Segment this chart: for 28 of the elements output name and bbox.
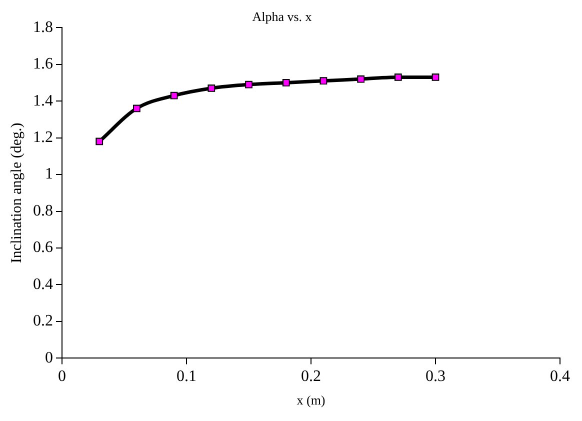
point [394, 74, 402, 81]
y-tick-label: 0.2 [33, 312, 53, 330]
point [133, 104, 140, 112]
x-tick-label: 0.4 [550, 368, 570, 386]
x-tick-label: 0 [58, 368, 66, 386]
point [245, 80, 252, 88]
y-tick-label: 1.6 [33, 56, 53, 73]
y-tick-label: 1.8 [33, 18, 53, 36]
point [170, 92, 178, 100]
point [96, 138, 104, 146]
y-tick-label: 0.8 [33, 202, 53, 220]
y-tick-label: 1.4 [33, 92, 53, 110]
x-tick-label: 0.3 [426, 368, 446, 386]
x-tick-label: 0.1 [176, 368, 196, 386]
x-axis-title: x (m) [296, 392, 326, 408]
y-tick-label: 1.2 [33, 129, 53, 146]
y-tick-label: 0.6 [33, 239, 53, 256]
point [357, 75, 364, 83]
point [282, 79, 290, 86]
y-axis-title: Inclination angle (deg.) [8, 122, 25, 264]
point [432, 74, 440, 81]
y-tick-label: 0 [45, 349, 53, 366]
chart-title: Alpha vs. x [252, 9, 312, 24]
point [320, 77, 328, 85]
y-tick-label: 0.4 [33, 276, 53, 293]
x-tick-label: 0.2 [301, 368, 321, 386]
point [208, 84, 216, 92]
y-tick-label: 1 [45, 166, 53, 183]
